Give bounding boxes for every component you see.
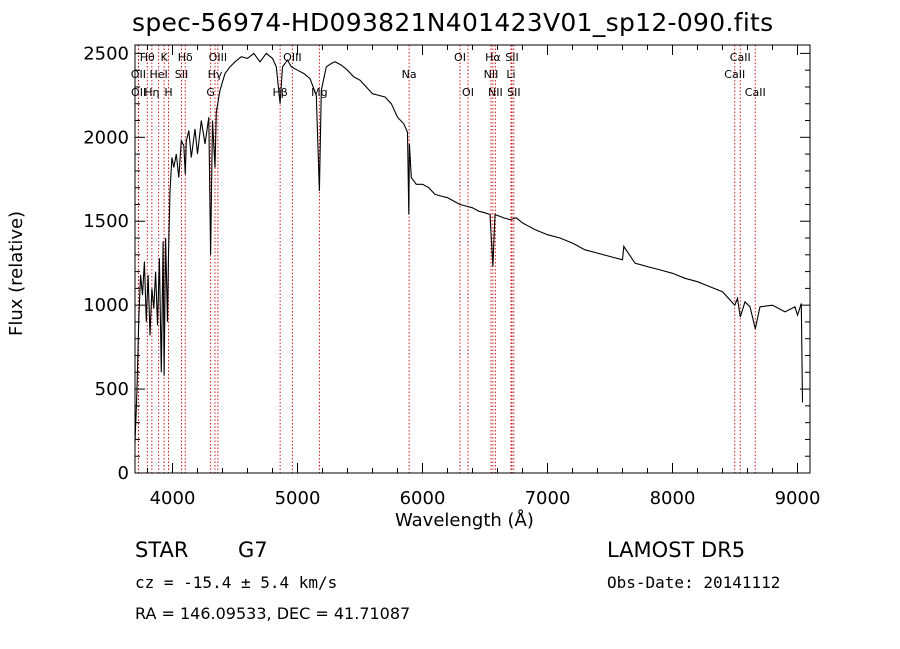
x-tick-label: 8000 — [650, 488, 696, 509]
chart-title: spec-56974-HD093821N401423V01_sp12-090.f… — [132, 8, 774, 37]
line-label: OIII — [283, 51, 301, 64]
plot-frame — [134, 44, 811, 474]
y-tick-label: 1500 — [83, 211, 129, 232]
axis-ticks: 4000 5000 6000 7000 8000 9000 0 500 1000 1500 2000… — [83, 43, 820, 509]
obs-date: Obs-Date: 20141112 — [607, 573, 781, 592]
line-label: NII — [484, 68, 499, 81]
line-label: OIII — [209, 51, 227, 64]
y-tick-label: 2000 — [83, 127, 129, 148]
y-tick-label: 500 — [95, 379, 129, 400]
object-class: STAR — [135, 538, 189, 562]
line-label: Hγ — [208, 68, 223, 81]
line-markers — [137, 45, 756, 473]
y-tick-label: 0 — [118, 463, 129, 484]
line-label: Mg — [311, 86, 327, 99]
line-label: OII — [131, 86, 146, 99]
line-label: G — [206, 86, 215, 99]
line-label: Na — [402, 68, 417, 81]
line-label: CaII — [730, 51, 751, 64]
line-label: Hθ — [140, 51, 155, 64]
line-label: OI — [462, 86, 474, 99]
line-label: Hβ — [272, 86, 287, 99]
line-label: Hη — [144, 86, 159, 99]
line-labels: Hθ K Hδ OIII OIII OI Hα SII CaII OII HeI SII Hγ Na NII… — [131, 51, 766, 99]
line-label: Hα — [485, 51, 501, 64]
coordinates: RA = 146.09533, DEC = 41.71087 — [135, 604, 411, 623]
x-tick-label: 4000 — [150, 488, 196, 509]
line-label: SII — [505, 51, 518, 64]
x-tick-label: 7000 — [525, 488, 571, 509]
y-axis-label: Flux (relative) — [6, 210, 27, 336]
x-axis-label: Wavelength (Å) — [395, 510, 534, 531]
line-label: HeI — [149, 68, 167, 81]
line-label: SII — [175, 68, 188, 81]
x-tick-label: 6000 — [400, 488, 446, 509]
survey-name: LAMOST DR5 — [607, 538, 746, 562]
line-label: CaII — [745, 86, 766, 99]
y-tick-label: 1000 — [83, 295, 129, 316]
line-label: CaII — [724, 68, 745, 81]
line-label: Hδ — [178, 51, 193, 64]
redshift-text: cz = -15.4 ± 5.4 km/s — [135, 573, 338, 592]
spectral-subclass: G7 — [238, 538, 268, 562]
line-label: Li — [506, 68, 515, 81]
line-label: SII — [507, 86, 520, 99]
x-tick-label: 5000 — [275, 488, 321, 509]
line-label: NII — [488, 86, 503, 99]
line-label: K — [161, 51, 169, 64]
spectrum-line — [134, 52, 804, 443]
line-label: OI — [454, 51, 466, 64]
x-tick-label: 9000 — [775, 488, 821, 509]
line-label: H — [164, 86, 172, 99]
y-tick-label: 2500 — [83, 43, 129, 64]
line-label: OII — [131, 68, 146, 81]
